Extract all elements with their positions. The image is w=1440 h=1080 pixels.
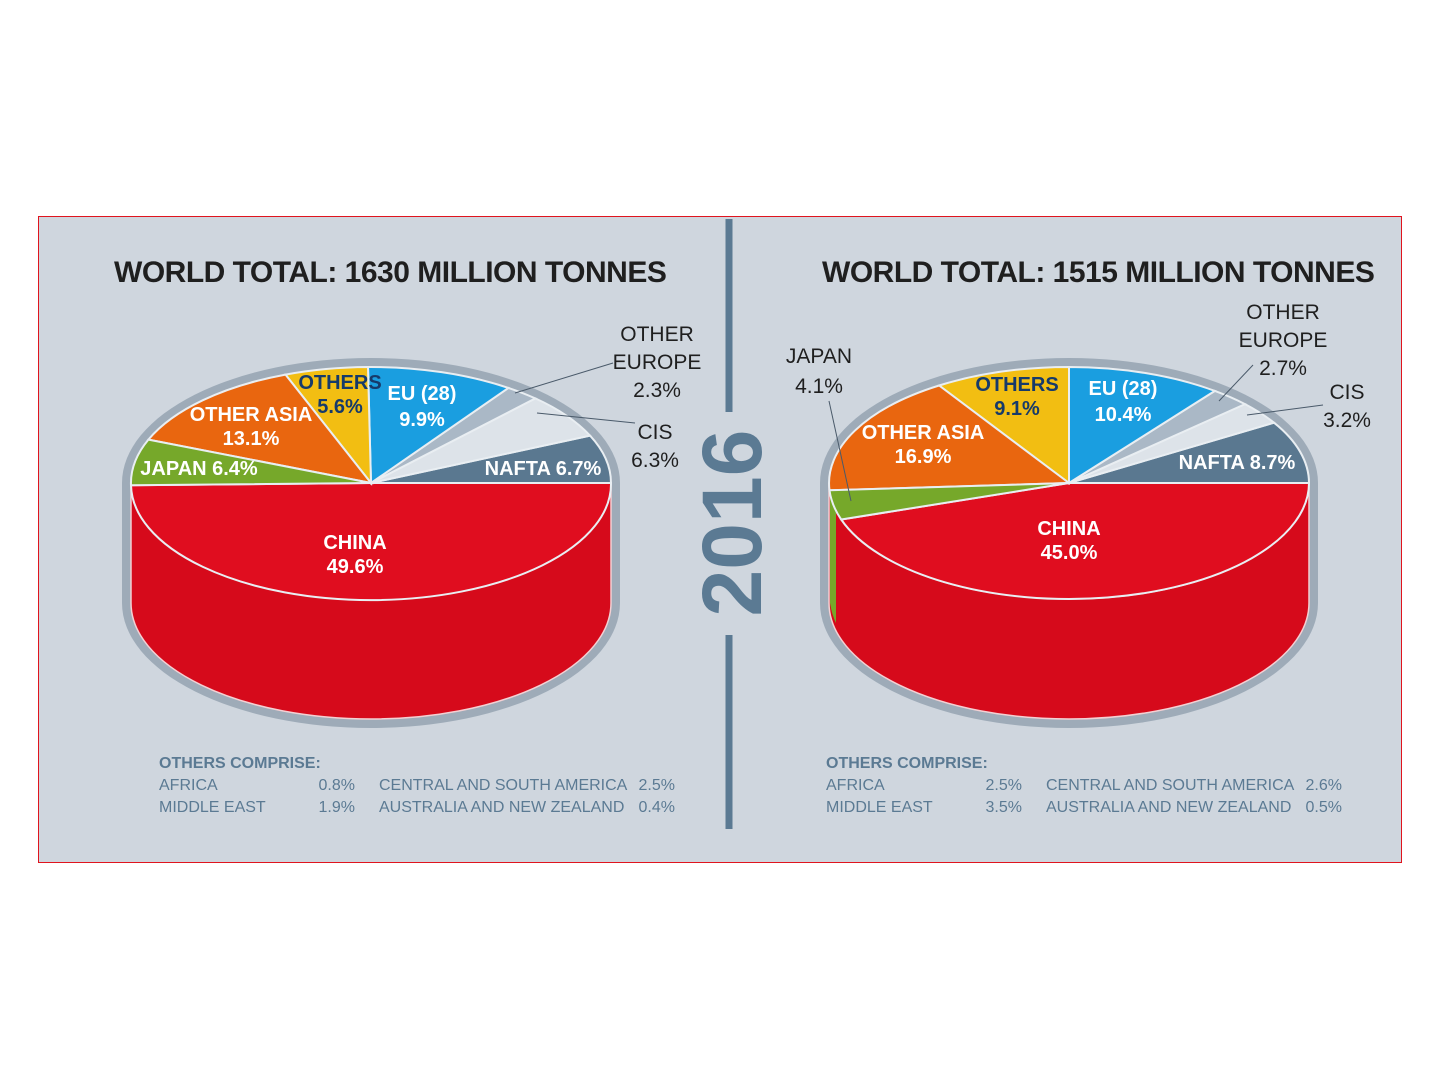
others-africa-pct: 2.5%	[986, 777, 1022, 794]
leader-line-cis	[1246, 404, 1324, 416]
others-anz-pct: 0.4%	[639, 799, 675, 816]
label-others-name: OTHERS	[975, 374, 1058, 396]
pie-slice-eu	[366, 365, 511, 485]
others-anz-pct: 0.5%	[1306, 799, 1342, 816]
label-others-pct: 5.6%	[317, 396, 363, 418]
others-heading-1: OTHERS COMPRISE:	[159, 755, 321, 772]
pie-slice-others	[936, 365, 1070, 486]
others-me-pct: 1.9%	[319, 799, 355, 816]
others-csa-name: CENTRAL AND SOUTH AMERICA	[1046, 777, 1295, 794]
label-cis-pct: 6.3%	[631, 449, 679, 472]
label-china-pct: 45.0%	[1041, 542, 1098, 564]
chart-title-1: WORLD TOTAL: 1630 MILLION TONNES	[114, 256, 666, 289]
pie-slice-eu	[1068, 365, 1218, 485]
pie-slice-other-asia	[146, 373, 374, 485]
label-other-europe-name-2: EUROPE	[613, 351, 702, 374]
label-eu-pct: 10.4%	[1095, 404, 1152, 426]
others-csa-name: CENTRAL AND SOUTH AMERICA	[379, 777, 628, 794]
pie-slice-other-asia	[828, 384, 1072, 492]
label-china-name: CHINA	[1037, 518, 1100, 540]
label-eu-name: EU (28)	[1089, 378, 1158, 400]
label-other-asia-pct: 16.9%	[895, 446, 952, 468]
label-cis-name: CIS	[637, 421, 672, 444]
pie-side-japan	[830, 483, 836, 623]
others-africa-name: AFRICA	[826, 777, 885, 794]
others-heading-2: OTHERS COMPRISE:	[826, 755, 988, 772]
label-other-europe-pct: 2.7%	[1259, 357, 1307, 380]
label-japan-name: JAPAN	[786, 345, 852, 368]
pie-slice-china	[839, 482, 1311, 600]
others-csa-pct: 2.6%	[1306, 777, 1342, 794]
label-other-europe-pct: 2.3%	[633, 379, 681, 402]
label-japan: JAPAN 6.4%	[140, 458, 258, 480]
others-csa-pct: 2.5%	[639, 777, 675, 794]
label-cis-pct: 3.2%	[1323, 409, 1371, 432]
label-eu-name: EU (28)	[388, 383, 457, 405]
others-anz-name: AUSTRALIA AND NEW ZEALAND	[1046, 799, 1291, 816]
pie-slice-japan	[828, 482, 1070, 521]
others-me-name: MIDDLE EAST	[159, 799, 266, 816]
label-other-europe-name-1: OTHER	[1246, 301, 1320, 324]
label-others-pct: 9.1%	[994, 398, 1040, 420]
label-china-name: CHINA	[323, 532, 386, 554]
leader-line-japan	[828, 400, 852, 502]
others-me-pct: 3.5%	[986, 799, 1022, 816]
others-africa-pct: 0.8%	[319, 777, 355, 794]
label-nafta: NAFTA 6.7%	[485, 458, 602, 480]
leader-line-other-europe	[1218, 364, 1254, 402]
chart-panel: CHINA 49.6% JAPAN 6.4% OTHER ASIA 13.1% OTHER…	[38, 216, 1402, 863]
label-japan-pct: 4.1%	[795, 375, 843, 398]
label-cis-name: CIS	[1329, 381, 1364, 404]
chart-title-2: WORLD TOTAL: 1515 MILLION TONNES	[822, 256, 1374, 289]
leader-line-other-europe	[514, 362, 614, 394]
label-other-asia-name: OTHER ASIA	[190, 404, 313, 426]
others-me-name: MIDDLE EAST	[826, 799, 933, 816]
label-other-europe-name-1: OTHER	[620, 323, 694, 346]
pie-slice-nafta	[1068, 421, 1311, 484]
label-eu-pct: 9.9%	[399, 409, 445, 431]
pie-slice-japan	[129, 438, 372, 487]
label-other-asia-pct: 13.1%	[223, 428, 280, 450]
leader-line-cis	[536, 412, 636, 424]
others-africa-name: AFRICA	[159, 777, 218, 794]
label-nafta: NAFTA 8.7%	[1179, 452, 1296, 474]
pie-slice-china	[129, 482, 613, 602]
label-china-pct: 49.6%	[327, 556, 384, 578]
year-label: 2016	[685, 430, 779, 617]
label-other-asia-name: OTHER ASIA	[862, 422, 985, 444]
others-anz-name: AUSTRALIA AND NEW ZEALAND	[379, 799, 624, 816]
label-others-name: OTHERS	[298, 372, 381, 394]
label-other-europe-name-2: EUROPE	[1239, 329, 1328, 352]
